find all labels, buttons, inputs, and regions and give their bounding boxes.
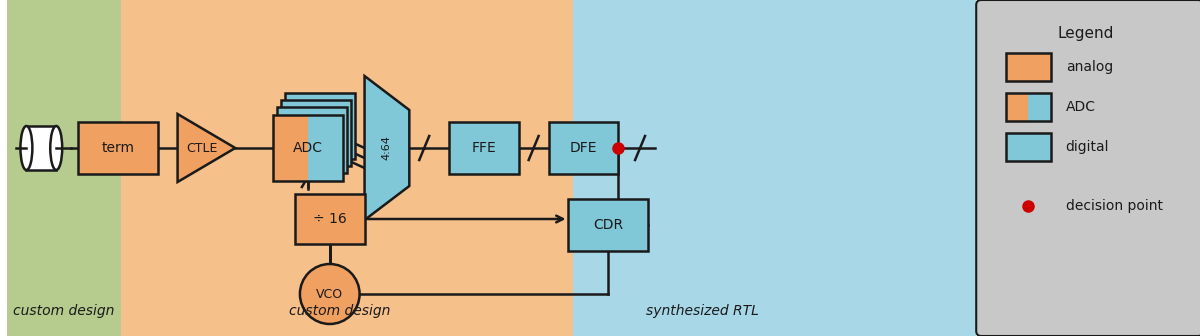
Text: digital: digital [1066, 140, 1109, 154]
FancyBboxPatch shape [977, 0, 1200, 336]
FancyBboxPatch shape [574, 0, 977, 336]
Text: term: term [102, 141, 134, 155]
Polygon shape [178, 114, 235, 182]
FancyBboxPatch shape [6, 0, 121, 336]
Text: ADC: ADC [293, 141, 323, 155]
Text: DFE: DFE [570, 141, 598, 155]
FancyBboxPatch shape [548, 122, 618, 174]
Text: decision point: decision point [1066, 199, 1163, 213]
FancyBboxPatch shape [281, 100, 350, 166]
Ellipse shape [50, 126, 62, 170]
Text: VCO: VCO [316, 288, 343, 300]
FancyBboxPatch shape [1006, 53, 1051, 81]
FancyBboxPatch shape [26, 126, 56, 170]
FancyBboxPatch shape [277, 107, 347, 173]
Text: custom design: custom design [289, 304, 390, 318]
Text: analog: analog [1066, 60, 1112, 74]
FancyBboxPatch shape [449, 122, 518, 174]
FancyBboxPatch shape [295, 194, 365, 244]
Text: 4:64: 4:64 [382, 135, 392, 160]
Text: CTLE: CTLE [186, 141, 217, 155]
Text: Legend: Legend [1057, 26, 1114, 41]
Polygon shape [365, 76, 409, 220]
FancyBboxPatch shape [284, 93, 355, 159]
FancyBboxPatch shape [121, 0, 574, 336]
Text: ADC: ADC [1066, 100, 1096, 114]
Text: CDR: CDR [593, 218, 623, 232]
FancyBboxPatch shape [78, 122, 157, 174]
FancyBboxPatch shape [1006, 133, 1051, 161]
Circle shape [300, 264, 360, 324]
Text: FFE: FFE [472, 141, 497, 155]
FancyBboxPatch shape [1006, 93, 1028, 121]
FancyBboxPatch shape [569, 199, 648, 251]
Ellipse shape [20, 126, 32, 170]
FancyBboxPatch shape [308, 115, 343, 181]
Text: synthesized RTL: synthesized RTL [647, 304, 760, 318]
Text: custom design: custom design [12, 304, 114, 318]
FancyBboxPatch shape [1028, 93, 1051, 121]
FancyBboxPatch shape [274, 115, 308, 181]
Text: ÷ 16: ÷ 16 [313, 212, 347, 226]
